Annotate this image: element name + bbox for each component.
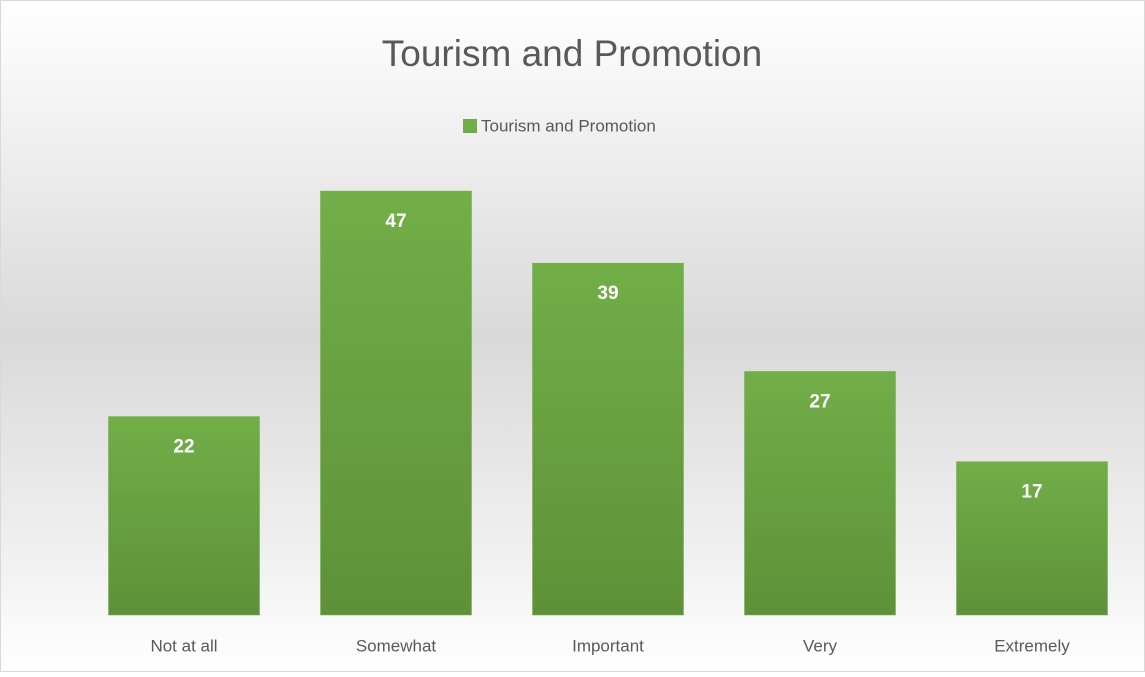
data-label: 47 xyxy=(385,211,406,232)
data-label: 39 xyxy=(597,283,618,304)
bar xyxy=(956,461,1108,616)
data-label: 17 xyxy=(1021,482,1042,503)
x-tick-label: Important xyxy=(572,636,644,655)
x-tick-label: Very xyxy=(803,636,838,655)
bar xyxy=(320,190,472,616)
bar xyxy=(108,416,260,616)
x-tick-label: Extremely xyxy=(994,636,1070,655)
bar xyxy=(744,371,896,616)
data-label: 27 xyxy=(809,391,830,412)
legend-swatch xyxy=(463,119,477,133)
bar xyxy=(532,262,684,616)
x-tick-label: Not at all xyxy=(150,636,217,655)
x-tick-label: Somewhat xyxy=(356,636,437,655)
legend-label: Tourism and Promotion xyxy=(481,116,656,135)
chart-title: Tourism and Promotion xyxy=(382,33,762,74)
data-label: 22 xyxy=(173,437,194,458)
